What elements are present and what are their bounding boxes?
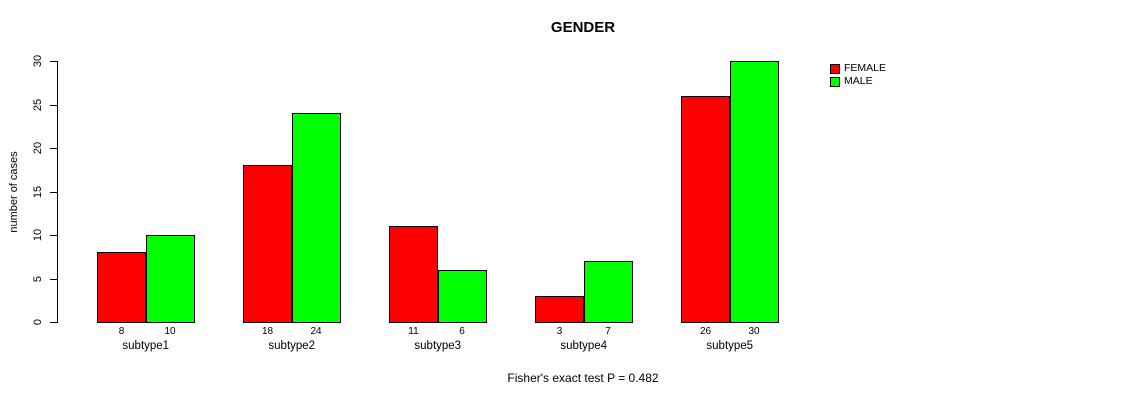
bar-male-subtype5: [729, 61, 779, 323]
bar-female-subtype5: [681, 95, 730, 323]
legend-swatch-male: [830, 76, 840, 87]
y-tick-mark: [50, 61, 57, 62]
bar-value-label: 24: [310, 326, 322, 337]
y-tick-label: 10: [32, 228, 44, 242]
bar-value-label: 26: [699, 326, 712, 337]
y-tick-label: 25: [32, 98, 44, 111]
legend-swatch-female: [830, 63, 840, 74]
bar-value-label: 6: [459, 326, 465, 337]
y-tick-mark: [50, 191, 57, 193]
bar-male-subtype3: [437, 269, 487, 323]
category-label-subtype4: subtype4: [560, 340, 608, 352]
y-tick-label: 0: [32, 318, 44, 326]
bar-value-label: 30: [748, 326, 760, 337]
bar-female-subtype4: [535, 295, 584, 323]
chart-title: GENDER: [550, 19, 616, 36]
y-axis-title: number of cases: [8, 151, 20, 233]
category-label-subtype2: subtype2: [268, 340, 316, 352]
bar-female-subtype3: [389, 226, 438, 323]
legend-item-male: MALE: [830, 75, 886, 88]
y-tick-mark: [50, 148, 57, 149]
bar-value-label: 10: [164, 326, 176, 337]
bar-value-label: 7: [605, 326, 611, 337]
y-tick-mark: [50, 322, 57, 323]
legend-item-female: FEMALE: [830, 62, 886, 75]
bar-value-label: 8: [118, 326, 125, 337]
caption-text: Fisher's exact test P = 0.482: [507, 371, 659, 385]
bar-value-label: 11: [408, 326, 419, 337]
y-tick-label: 5: [32, 275, 44, 282]
bar-male-subtype1: [145, 235, 195, 323]
y-axis-line: [57, 61, 58, 323]
y-tick-label: 20: [32, 141, 44, 155]
bar-female-subtype1: [97, 252, 146, 323]
bar-male-subtype2: [291, 113, 341, 323]
legend-label: MALE: [844, 75, 873, 87]
category-label-subtype3: subtype3: [414, 340, 462, 352]
bar-value-label: 18: [261, 326, 274, 337]
bar-female-subtype2: [243, 165, 292, 323]
category-label-subtype1: subtype1: [122, 340, 170, 352]
y-tick-mark: [50, 235, 57, 236]
y-tick-mark: [50, 104, 57, 106]
legend: FEMALE MALE: [830, 62, 886, 88]
bar-male-subtype4: [583, 261, 633, 323]
y-tick-label: 15: [32, 185, 44, 198]
y-tick-mark: [50, 278, 57, 280]
legend-label: FEMALE: [844, 62, 887, 74]
bar-value-label: 3: [556, 326, 563, 337]
y-tick-label: 30: [32, 54, 44, 68]
category-label-subtype5: subtype5: [706, 340, 754, 352]
